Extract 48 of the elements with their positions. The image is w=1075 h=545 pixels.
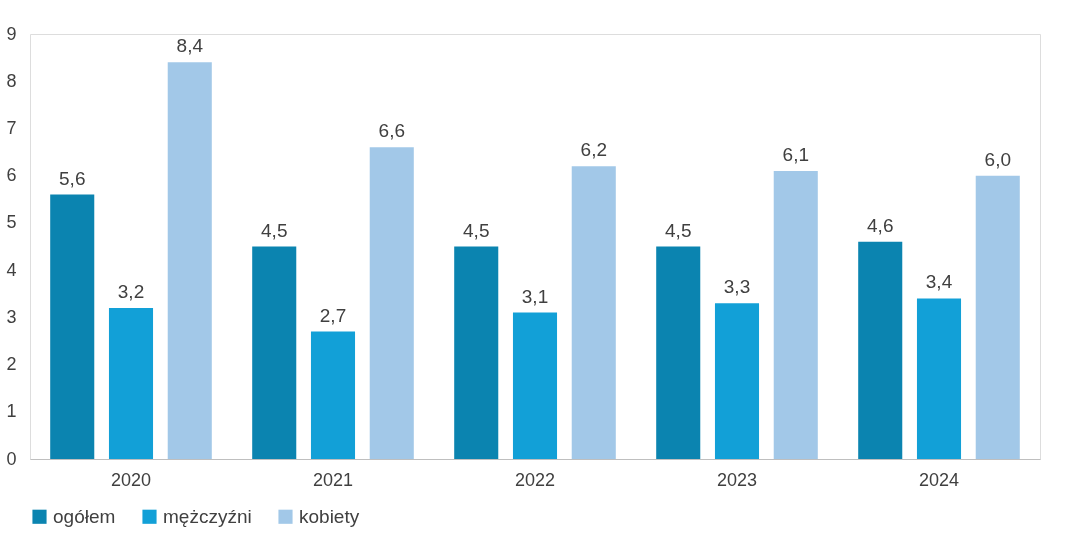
data-label: 4,5	[665, 219, 692, 241]
legend-label: ogółem	[53, 505, 116, 527]
bar	[512, 312, 558, 459]
bar	[252, 246, 297, 459]
y-tick-label: 4	[6, 259, 17, 280]
legend-label: kobiety	[299, 505, 360, 527]
legend-label: mężczyźni	[163, 505, 252, 527]
y-tick-label: 8	[6, 70, 17, 91]
data-label: 4,5	[463, 219, 490, 241]
data-label: 6,0	[984, 148, 1011, 170]
y-tick-label: 7	[6, 117, 17, 138]
bar	[50, 194, 95, 459]
bar	[714, 303, 760, 459]
bar	[571, 166, 616, 459]
bar	[656, 246, 701, 459]
bar	[975, 175, 1020, 459]
x-tick-label: 2024	[918, 469, 960, 490]
bar	[773, 170, 818, 459]
x-tick-label: 2020	[110, 469, 152, 490]
data-label: 6,2	[580, 139, 607, 161]
x-tick-label: 2021	[312, 469, 354, 490]
bar	[916, 298, 962, 459]
data-label: 6,6	[378, 120, 405, 142]
data-label: 3,4	[925, 271, 953, 293]
data-label: 3,2	[117, 280, 145, 302]
x-tick-label: 2022	[514, 469, 556, 490]
bar	[858, 241, 903, 459]
x-tick-label: 2023	[716, 469, 758, 490]
data-label: 3,3	[723, 276, 751, 298]
bar	[310, 331, 356, 459]
bar	[108, 307, 154, 459]
y-tick-label: 5	[6, 212, 17, 233]
y-tick-label: 0	[6, 448, 17, 469]
y-tick-label: 3	[6, 306, 17, 327]
y-tick-label: 6	[6, 165, 17, 186]
data-label: 6,1	[782, 143, 809, 165]
bar	[369, 147, 414, 459]
y-tick-label: 1	[6, 401, 17, 422]
data-label: 4,6	[867, 214, 894, 236]
data-label: 8,4	[176, 35, 204, 57]
bar	[167, 62, 212, 459]
data-label: 5,6	[59, 167, 86, 189]
data-label: 4,5	[261, 219, 288, 241]
bar	[454, 246, 499, 459]
y-tick-label: 2	[6, 354, 17, 375]
y-tick-label: 9	[6, 23, 17, 44]
data-label: 2,7	[319, 304, 347, 326]
data-label: 3,1	[521, 285, 549, 307]
